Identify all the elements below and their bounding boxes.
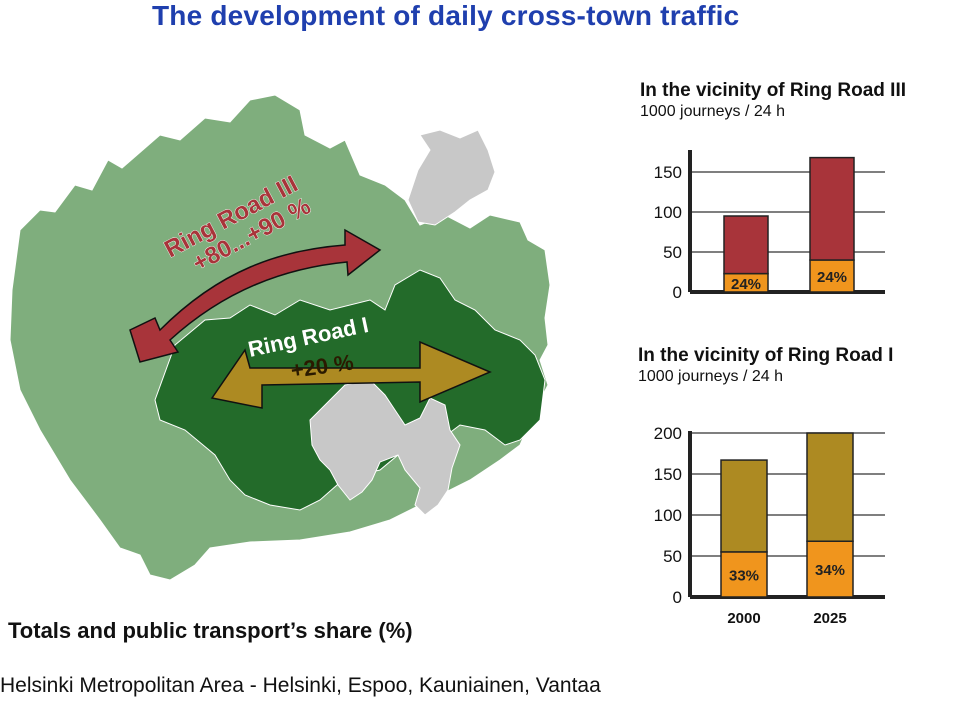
bar-segment [809,156,855,261]
chart-ring3-title: In the vicinity of Ring Road III [640,80,907,101]
chart-ring3-subtitle: 1000 journeys / 24 h [640,103,785,120]
chart-ring1-header: In the vicinity of Ring Road I 1000 jour… [638,345,893,387]
ring-road-3-arrow [129,228,382,363]
y-tick-label: 150 [654,465,682,484]
neighbour-area-shape [407,129,496,226]
footer-caption: Helsinki Metropolitan Area - Helsinki, E… [0,674,601,697]
chart-subtitle: Totals and public transport’s share (%) [8,618,413,643]
share-label: 33% [729,567,759,584]
chart-ring3: 0 50 100 150 24% 24% [654,150,885,302]
chart-ring1: 0 50 100 150 200 33% 2000 34% 2025 [654,424,885,627]
bar-segment [806,432,854,542]
bar-segment [720,459,768,553]
bar-segment [809,259,855,293]
chart-ring3-header: In the vicinity of Ring Road III 1000 jo… [640,80,906,122]
bar-segment [806,540,854,598]
metro-area-map: Ring Road III +80...+90 % Ring Road I +2… [9,94,551,581]
bar-segment [723,215,769,275]
y-tick-label: 50 [663,243,682,262]
chart-ring1-subtitle: 1000 journeys / 24 h [638,368,783,385]
share-label: 34% [815,562,845,579]
y-tick-label: 100 [654,203,682,222]
ring-road-1-arrow [210,340,492,409]
y-tick-label: 100 [654,506,682,525]
helsinki-peninsula-shape [309,379,461,516]
x-tick-label: 2000 [727,610,760,627]
y-tick-label: 0 [673,588,682,607]
page-title: The development of daily cross-town traf… [152,0,740,31]
share-label: 24% [817,269,847,286]
bar-segment [720,551,768,598]
y-tick-label: 150 [654,163,682,182]
share-label: 24% [731,276,761,293]
y-tick-label: 0 [673,283,682,302]
x-tick-label: 2025 [813,610,846,627]
y-tick-label: 50 [663,547,682,566]
chart-ring1-title: In the vicinity of Ring Road I [638,345,894,366]
y-tick-label: 200 [654,424,682,443]
